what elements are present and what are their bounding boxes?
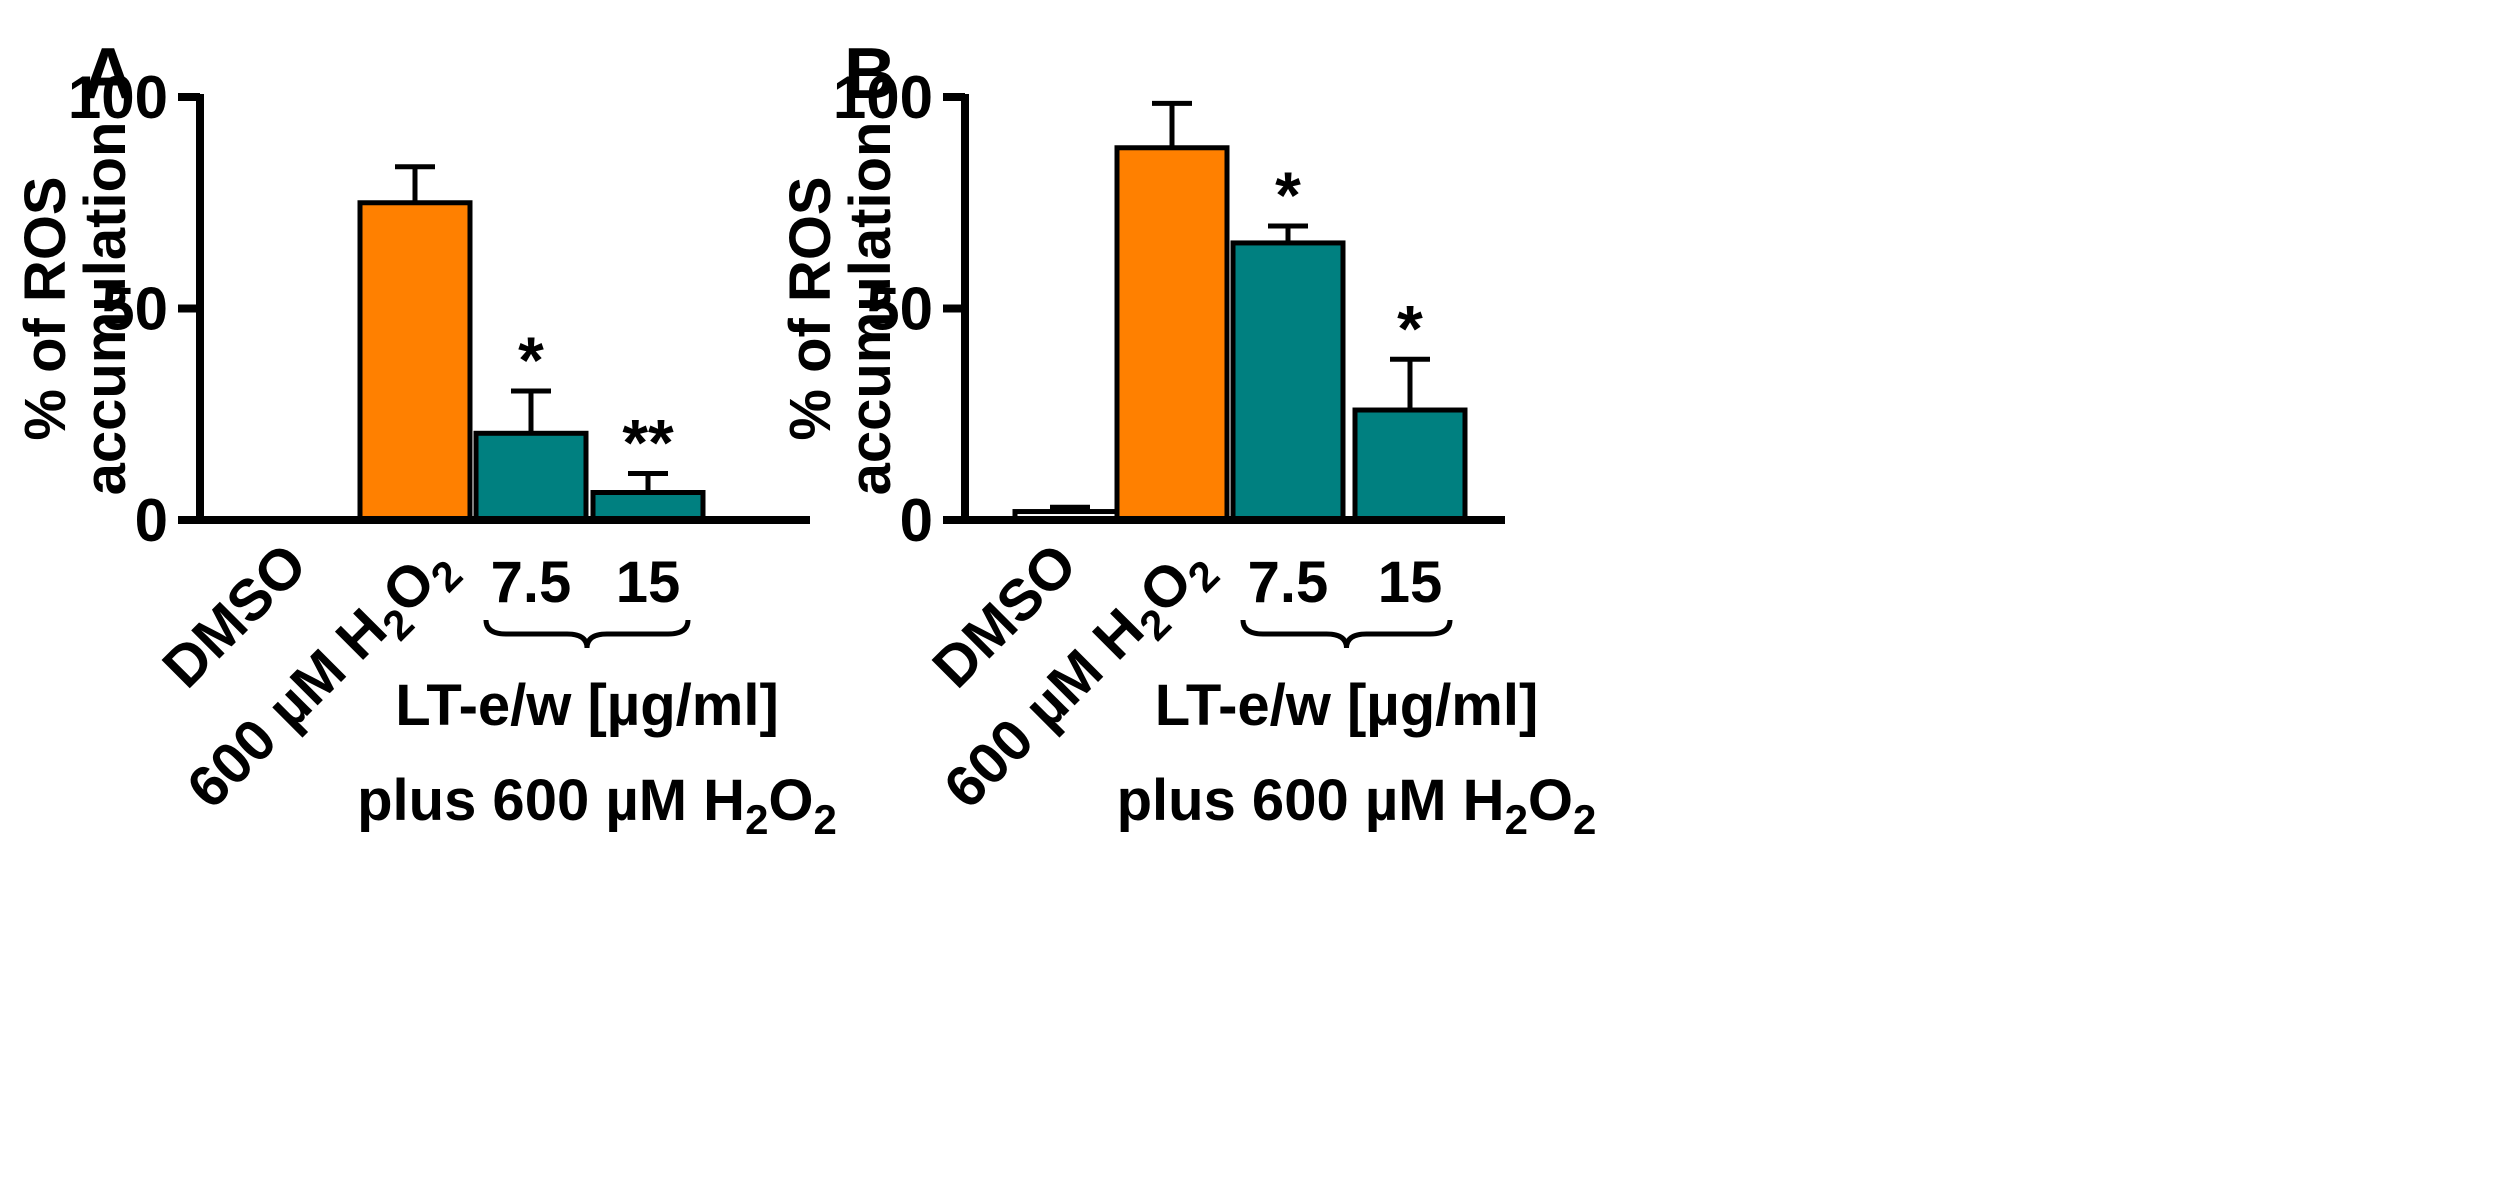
y-tick-label-0: 0	[135, 487, 168, 554]
y-axis-label-line-1: % of ROS	[13, 176, 78, 440]
y-tick-label-2: 100	[833, 64, 933, 131]
group-label-line-2-sub1: 2	[1505, 796, 1528, 843]
significance-2: *	[1275, 158, 1301, 232]
group-label-line-2-mid: O	[768, 768, 813, 833]
bar-3	[1352, 407, 1468, 523]
bar-3	[590, 490, 706, 523]
bar-1	[1114, 145, 1230, 523]
group-label-line-2-sub2: 2	[814, 796, 837, 843]
bar-2	[1230, 240, 1346, 523]
panel-letter: B	[844, 34, 896, 114]
group-label-line-2: plus 600 µM H2O2	[357, 768, 837, 843]
bar-2	[473, 430, 589, 523]
group-label-line-1: LT-e/w [µg/ml]	[395, 673, 779, 738]
y-axis-label-line-2: accumulation	[838, 122, 903, 496]
group-brace	[1240, 619, 1453, 649]
category-label-2: 7.5	[1248, 550, 1329, 615]
group-label-line-2-sub2: 2	[1573, 796, 1596, 843]
category-label-3: 15	[616, 550, 681, 615]
bar-1	[357, 200, 473, 523]
panel-letter: A	[82, 34, 134, 114]
group-label-line-2-mid: O	[1528, 768, 1573, 833]
group-label-line-1: LT-e/w [µg/ml]	[1155, 673, 1539, 738]
significance-3: *	[1397, 291, 1423, 365]
category-label-3: 15	[1378, 550, 1443, 615]
y-tick-label-0: 0	[900, 487, 933, 554]
group-label-line-2-main: plus 600 µM H	[1117, 768, 1505, 833]
y-tick-label-1: 50	[866, 276, 933, 343]
y-axis-label-line-1: % of ROS	[778, 176, 843, 440]
y-tick-label-2: 100	[68, 64, 168, 131]
group-label-line-2-main: plus 600 µM H	[357, 768, 745, 833]
y-axis-label-line-2: accumulation	[73, 122, 138, 496]
significance-2: *	[518, 323, 544, 397]
group-label-line-2: plus 600 µM H2O2	[1117, 768, 1597, 843]
significance-3: **	[622, 405, 674, 479]
group-label-line-2-sub1: 2	[745, 796, 768, 843]
group-brace	[483, 619, 691, 649]
y-tick-label-1: 50	[101, 276, 168, 343]
category-label-2: 7.5	[491, 550, 572, 615]
